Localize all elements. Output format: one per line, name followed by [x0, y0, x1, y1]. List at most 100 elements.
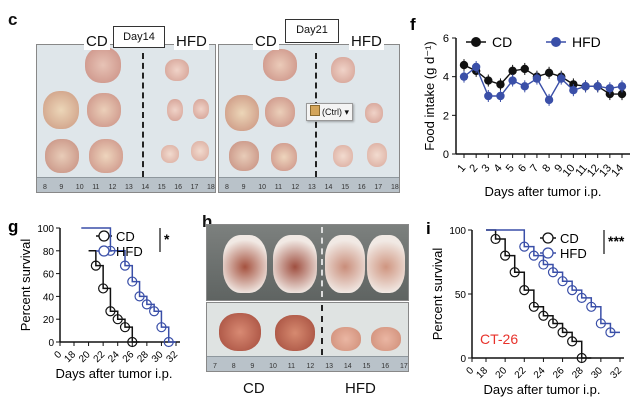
ruler-number: 9	[250, 363, 255, 370]
ruler-number: 12	[291, 184, 300, 191]
ruler: 8 9 10 11 12 13 14 15 16 17 18	[219, 177, 399, 192]
data-point-cd	[484, 76, 493, 85]
ruler-number: 16	[174, 184, 182, 191]
x-tick-label: 24	[532, 365, 548, 381]
y-tick-label: 50	[455, 290, 467, 301]
x-tick-label: 4	[492, 162, 505, 174]
divider-line	[321, 227, 323, 297]
tumor	[45, 139, 79, 173]
data-point-hfd	[569, 86, 578, 95]
y-tick-label: 20	[43, 315, 55, 326]
censor-marker	[557, 327, 568, 338]
y-tick-label: 60	[43, 270, 55, 281]
data-point-hfd	[496, 91, 505, 101]
x-tick-label: 5	[504, 162, 517, 174]
paste-button-label: (Ctrl)	[322, 107, 342, 117]
censor-marker	[576, 352, 587, 364]
ruler-number: 17	[400, 363, 408, 370]
data-point-hfd	[593, 82, 602, 91]
tumor	[365, 103, 383, 123]
y-axis-label: Percent survival	[430, 248, 445, 341]
censor-marker	[500, 250, 511, 261]
legend-marker	[542, 247, 554, 259]
tumor	[167, 99, 183, 121]
day21-cd-label: CD	[253, 33, 279, 50]
censor-marker	[119, 322, 131, 333]
x-tick-label: 1	[455, 162, 468, 174]
panel-i-label: i	[426, 219, 431, 238]
legend-label-cd: CD	[560, 231, 579, 246]
censor-marker	[557, 276, 568, 287]
ruler-number: 7	[213, 363, 217, 370]
x-tick-label: 32	[608, 365, 624, 381]
ruler-number: 10	[258, 184, 266, 191]
censor-marker	[112, 314, 123, 325]
tumor	[271, 143, 297, 171]
tumor	[263, 49, 297, 81]
ruler-number: 14	[343, 363, 352, 370]
data-point-cd	[508, 66, 517, 76]
censor-marker	[538, 310, 549, 321]
x-tick-label: 2	[467, 162, 480, 174]
data-point-cd	[544, 68, 554, 77]
y-tick-label: 100	[449, 226, 466, 237]
tumor	[165, 59, 189, 81]
censor-marker	[519, 285, 530, 296]
data-point-cd	[496, 80, 505, 89]
data-point-hfd	[617, 82, 627, 91]
censor-marker	[98, 283, 109, 294]
x-tick-label: 30	[589, 365, 605, 381]
ruler-number: 16	[381, 363, 390, 370]
legend-label-cd: CD	[492, 34, 512, 50]
data-point-hfd	[532, 74, 542, 83]
ruler: 7 8 9 10 11 12 13 14 15 16 17	[207, 356, 408, 371]
tumor	[275, 315, 315, 351]
censor-marker	[528, 250, 539, 261]
y-tick-label: 0	[460, 354, 466, 365]
ruler-number: 9	[241, 184, 246, 191]
tumor	[85, 47, 121, 83]
x-tick-label: 20	[494, 365, 510, 381]
ruler-number: 17	[190, 184, 199, 191]
y-tick-label: 2	[443, 110, 449, 122]
mouse	[223, 235, 267, 293]
day21-hfd-label: HFD	[349, 33, 384, 50]
y-tick-label: 4	[443, 72, 449, 84]
tumor	[367, 143, 387, 167]
ruler-number: 10	[75, 184, 84, 191]
y-tick-label: 40	[43, 292, 55, 303]
ruler-number: 17	[374, 184, 383, 191]
ruler-number: 8	[225, 184, 229, 191]
tumor	[89, 139, 123, 173]
paste-options-button[interactable]: (Ctrl) ▾	[306, 103, 354, 121]
data-point-hfd	[544, 95, 554, 105]
x-tick-label: 0	[464, 365, 476, 377]
tumor	[371, 327, 401, 351]
censor-marker	[156, 322, 167, 333]
ruler-number: 18	[391, 184, 399, 191]
data-point-cd	[617, 89, 627, 99]
censor-marker	[547, 267, 559, 278]
x-tick-label: 28	[570, 365, 586, 381]
tumor	[87, 93, 121, 127]
x-tick-label: 18	[474, 365, 490, 381]
ct26-annotation: CT-26	[480, 331, 518, 347]
legend-marker	[542, 232, 554, 244]
ruler-number: 13	[308, 184, 316, 191]
data-point-hfd	[581, 82, 590, 91]
tumor	[191, 141, 209, 161]
x-axis-label: Days after tumor i.p.	[484, 184, 601, 199]
panel-h-cd-label: CD	[243, 380, 265, 397]
panel-h-label: h	[202, 212, 213, 231]
panel-f-label: f	[410, 15, 416, 34]
ruler-number: 12	[108, 184, 117, 191]
tumor	[225, 95, 259, 131]
mouse-abdomen-photo	[206, 224, 409, 301]
day14-label: Day14	[113, 26, 165, 48]
censor-marker	[605, 327, 616, 338]
legend-marker	[551, 37, 561, 47]
survival-curve-hfd	[81, 227, 176, 343]
ruler-number: 10	[269, 363, 277, 370]
